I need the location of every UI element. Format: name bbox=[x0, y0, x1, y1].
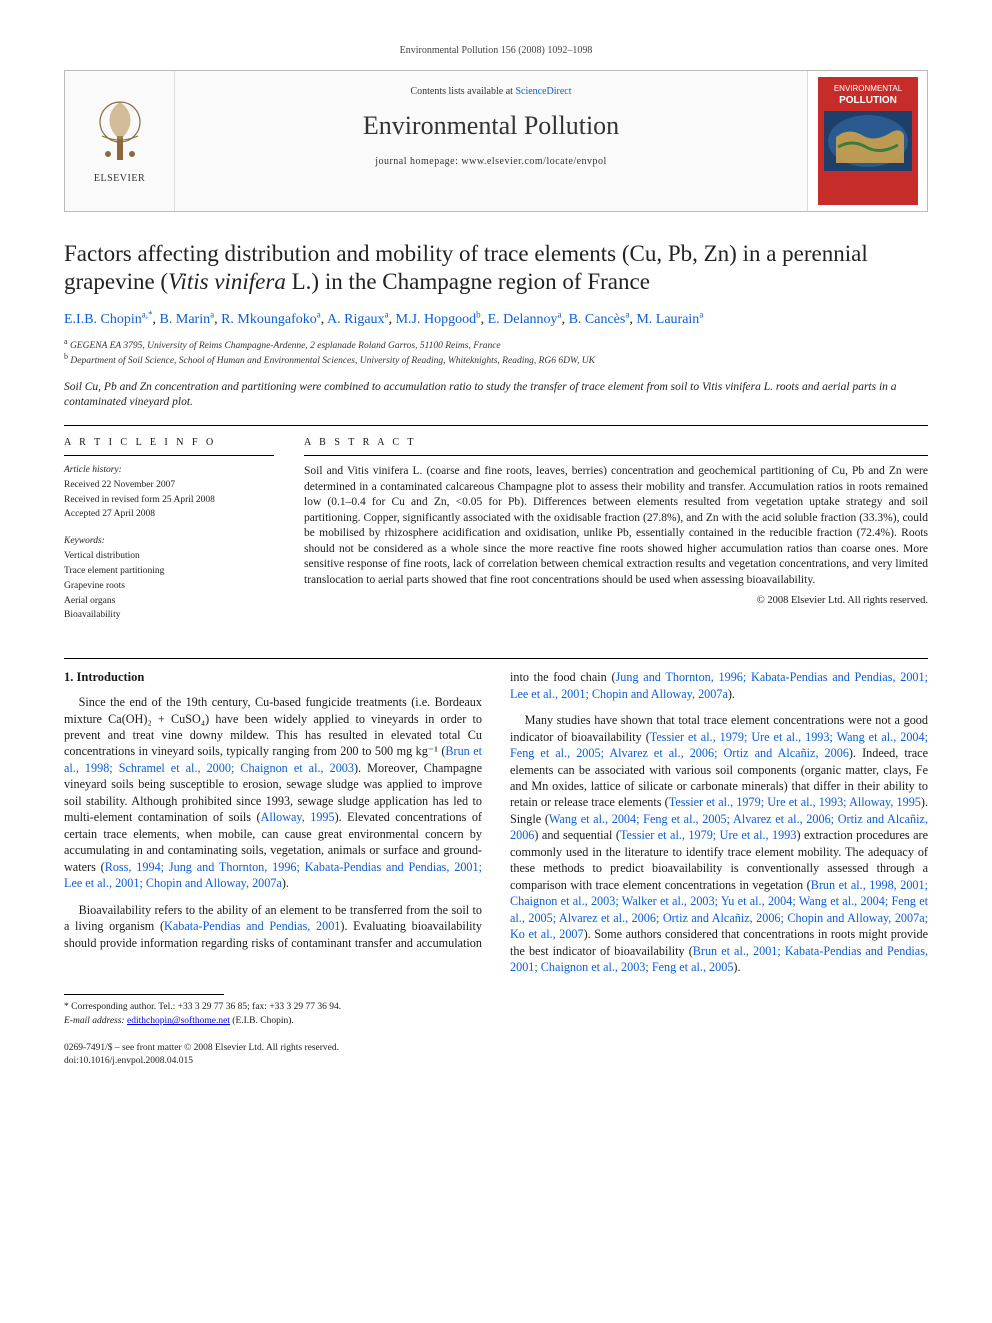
para-1: Since the end of the 19th century, Cu-ba… bbox=[64, 694, 482, 892]
email-label: E-mail address: bbox=[64, 1016, 125, 1026]
author-link[interactable]: M.J. Hopgood bbox=[396, 312, 477, 327]
article-info-heading: A R T I C L E I N F O bbox=[64, 436, 274, 450]
rule-top bbox=[64, 425, 928, 426]
abstract-heading: A B S T R A C T bbox=[304, 436, 928, 450]
contents-prefix: Contents lists available at bbox=[410, 86, 515, 97]
publisher-name: ELSEVIER bbox=[94, 172, 145, 186]
homepage-prefix: journal homepage: bbox=[375, 156, 461, 167]
para-3: Many studies have shown that total trace… bbox=[510, 712, 928, 976]
elsevier-tree-icon bbox=[90, 96, 150, 166]
article-history: Article history: Received 22 November 20… bbox=[64, 464, 274, 521]
author-list: E.I.B. Chopina,*, B. Marina, R. Mkoungaf… bbox=[64, 311, 928, 330]
rule-bottom bbox=[64, 658, 928, 659]
p3g: ). bbox=[733, 960, 740, 974]
keyword-item: Bioavailability bbox=[64, 609, 274, 622]
rule-abstract bbox=[304, 455, 928, 456]
corresponding-email-line: E-mail address: edithchopin@softhome.net… bbox=[64, 1015, 928, 1028]
journal-cover-thumb: ENVIRONMENTAL POLLUTION bbox=[807, 71, 927, 211]
author-link[interactable]: E.I.B. Chopin bbox=[64, 312, 142, 327]
email-tail: (E.I.B. Chopin). bbox=[230, 1016, 294, 1026]
footer-meta: 0269-7491/$ – see front matter © 2008 El… bbox=[64, 1042, 928, 1068]
affiliation-a: a GEGENA EA 3795, University of Reims Ch… bbox=[64, 340, 928, 353]
affiliation-b-text: Department of Soil Science, School of Hu… bbox=[70, 356, 595, 366]
affiliations: a GEGENA EA 3795, University of Reims Ch… bbox=[64, 340, 928, 368]
keyword-item: Trace element partitioning bbox=[64, 565, 274, 578]
title-part-b: L.) in the Champagne region of France bbox=[286, 269, 650, 294]
journal-homepage: journal homepage: www.elsevier.com/locat… bbox=[183, 155, 799, 169]
sciencedirect-link[interactable]: ScienceDirect bbox=[515, 86, 571, 97]
author-link[interactable]: R. Mkoungafoko bbox=[221, 312, 317, 327]
journal-name: Environmental Pollution bbox=[183, 108, 799, 143]
cover-title-top: ENVIRONMENTAL bbox=[833, 84, 902, 93]
issn-line: 0269-7491/$ – see front matter © 2008 El… bbox=[64, 1042, 928, 1055]
corresponding-email[interactable]: edithchopin@softhome.net bbox=[127, 1016, 230, 1026]
publisher-logo-block: ELSEVIER bbox=[65, 71, 175, 211]
article-title: Factors affecting distribution and mobil… bbox=[64, 240, 928, 298]
history-received: Received 22 November 2007 bbox=[64, 479, 274, 492]
history-revised: Received in revised form 25 April 2008 bbox=[64, 494, 274, 507]
p3d: ) and sequential ( bbox=[534, 828, 620, 842]
body-columns: 1. Introduction Since the end of the 19t… bbox=[64, 669, 928, 975]
cite-tessier-1979b[interactable]: Tessier et al., 1979; Ure et al., 1993; … bbox=[669, 795, 921, 809]
author-link[interactable]: E. Delannoy bbox=[488, 312, 558, 327]
keyword-item: Vertical distribution bbox=[64, 550, 274, 563]
p1d: ). bbox=[282, 876, 289, 890]
homepage-url: www.elsevier.com/locate/envpol bbox=[461, 156, 606, 167]
keyword-item: Aerial organs bbox=[64, 595, 274, 608]
history-label: Article history: bbox=[64, 464, 274, 477]
affiliation-b: b Department of Soil Science, School of … bbox=[64, 355, 928, 368]
running-head: Environmental Pollution 156 (2008) 1092–… bbox=[64, 44, 928, 58]
corresponding-author: * Corresponding author. Tel.: +33 3 29 7… bbox=[64, 1001, 928, 1014]
author-link[interactable]: A. Rigaux bbox=[327, 312, 385, 327]
abstract-text: Soil and Vitis vinifera L. (coarse and f… bbox=[304, 464, 928, 588]
keywords-block: Keywords: Vertical distribution Trace ele… bbox=[64, 535, 274, 622]
keywords-label: Keywords: bbox=[64, 535, 274, 548]
copyright-line: © 2008 Elsevier Ltd. All rights reserved… bbox=[304, 594, 928, 608]
contents-line: Contents lists available at ScienceDirec… bbox=[183, 85, 799, 99]
author-link[interactable]: M. Laurain bbox=[636, 312, 699, 327]
cite-ross-1994[interactable]: Ross, 1994; Jung and Thornton, 1996; Kab… bbox=[64, 860, 482, 890]
highlight-statement: Soil Cu, Pb and Zn concentration and par… bbox=[64, 380, 928, 411]
history-accepted: Accepted 27 April 2008 bbox=[64, 508, 274, 521]
footnote-rule bbox=[64, 994, 224, 995]
cite-kabata-2001[interactable]: Kabata-Pendias and Pendias, 2001 bbox=[164, 919, 340, 933]
cover-title-bottom: POLLUTION bbox=[839, 95, 897, 106]
keyword-item: Grapevine roots bbox=[64, 580, 274, 593]
journal-banner: ELSEVIER Contents lists available at Sci… bbox=[64, 70, 928, 212]
author-link[interactable]: B. Cancès bbox=[569, 312, 626, 327]
cite-alloway-1995[interactable]: Alloway, 1995 bbox=[261, 810, 335, 824]
section-1-heading: 1. Introduction bbox=[64, 669, 482, 686]
title-italic: Vitis vinifera bbox=[168, 269, 286, 294]
p1a: Since the end of the 19th century, Cu-ba… bbox=[64, 695, 482, 758]
author-link[interactable]: B. Marin bbox=[160, 312, 211, 327]
rule-info bbox=[64, 455, 274, 456]
p2c: ). bbox=[728, 687, 735, 701]
doi-line: doi:10.1016/j.envpol.2008.04.015 bbox=[64, 1055, 928, 1068]
cite-tessier-1979c[interactable]: Tessier et al., 1979; Ure et al., 1993 bbox=[620, 828, 796, 842]
affiliation-a-text: GEGENA EA 3795, University of Reims Cham… bbox=[70, 341, 501, 351]
